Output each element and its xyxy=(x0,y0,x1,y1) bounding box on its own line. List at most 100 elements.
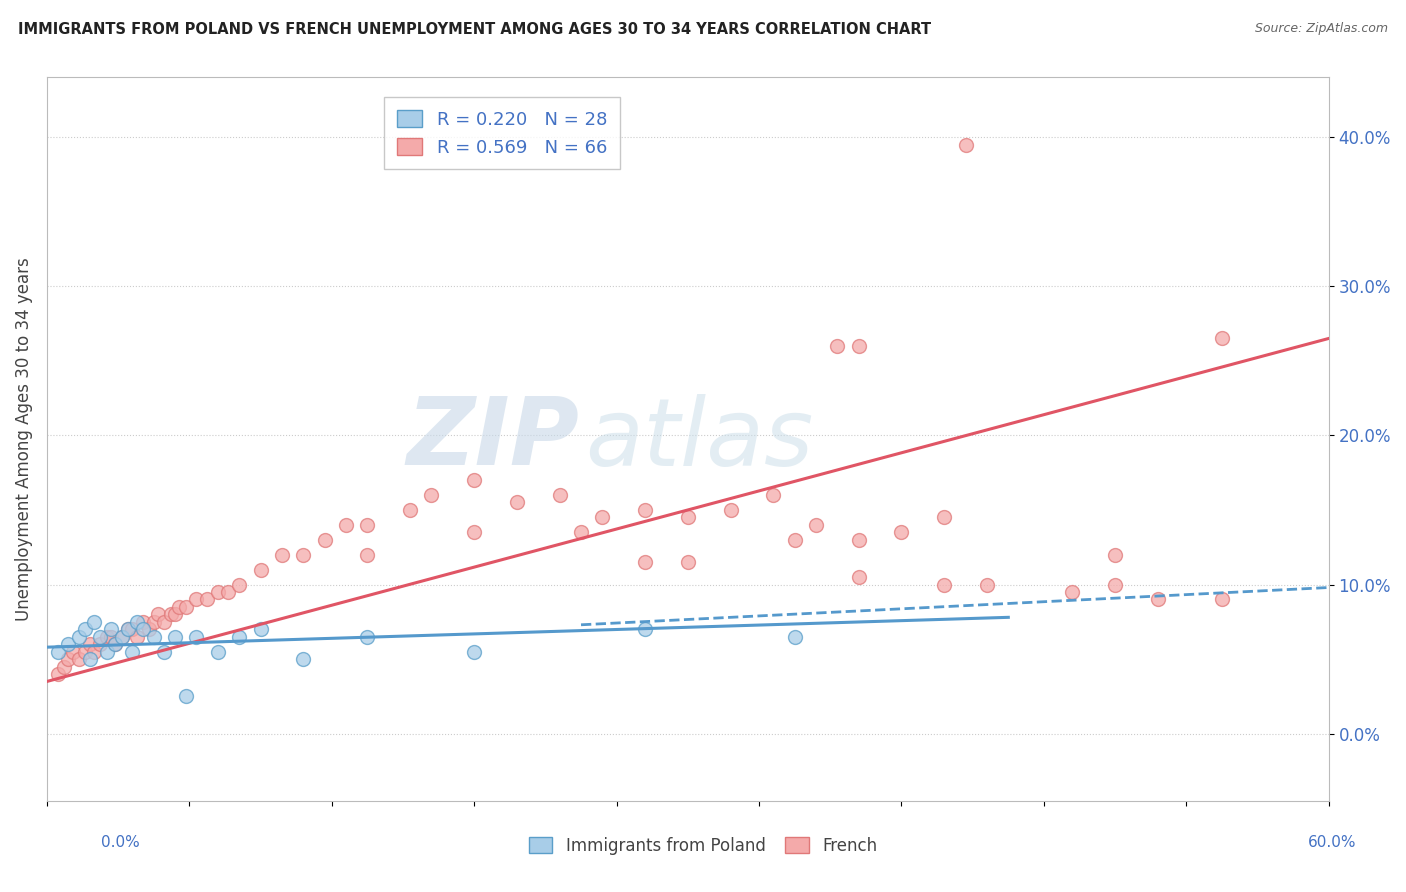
Point xyxy=(100,630,122,644)
Point xyxy=(83,615,105,629)
Point xyxy=(75,622,97,636)
Point xyxy=(142,615,165,629)
Point xyxy=(125,630,148,644)
Point xyxy=(249,563,271,577)
Point xyxy=(634,555,657,569)
Point xyxy=(125,615,148,629)
Text: IMMIGRANTS FROM POLAND VS FRENCH UNEMPLOYMENT AMONG AGES 30 TO 34 YEARS CORRELAT: IMMIGRANTS FROM POLAND VS FRENCH UNEMPLO… xyxy=(18,22,931,37)
Point xyxy=(1147,592,1170,607)
Point xyxy=(62,645,84,659)
Point xyxy=(75,645,97,659)
Y-axis label: Unemployment Among Ages 30 to 34 years: Unemployment Among Ages 30 to 34 years xyxy=(15,257,32,621)
Point xyxy=(186,630,208,644)
Point xyxy=(138,622,160,636)
Point xyxy=(356,517,378,532)
Point xyxy=(249,622,271,636)
Point xyxy=(399,503,422,517)
Point xyxy=(218,585,240,599)
Point xyxy=(762,488,785,502)
Point xyxy=(676,555,699,569)
Text: ZIP: ZIP xyxy=(406,393,579,485)
Point xyxy=(955,137,977,152)
Point xyxy=(934,577,956,591)
Legend: Immigrants from Poland, French: Immigrants from Poland, French xyxy=(522,830,884,862)
Point xyxy=(569,525,592,540)
Point xyxy=(848,533,870,547)
Point xyxy=(117,622,139,636)
Point xyxy=(142,630,165,644)
Point xyxy=(58,637,80,651)
Point xyxy=(827,339,849,353)
Point xyxy=(420,488,443,502)
Point xyxy=(720,503,742,517)
Point xyxy=(634,622,657,636)
Point xyxy=(104,637,127,651)
Point xyxy=(292,652,315,666)
Point xyxy=(46,667,69,681)
Point xyxy=(1104,577,1126,591)
Text: atlas: atlas xyxy=(585,393,814,484)
Point xyxy=(169,599,191,614)
Point xyxy=(132,615,155,629)
Point xyxy=(548,488,571,502)
Point xyxy=(634,503,657,517)
Point xyxy=(104,637,127,651)
Point xyxy=(67,630,90,644)
Point xyxy=(111,630,134,644)
Point xyxy=(228,577,250,591)
Point xyxy=(292,548,315,562)
Point xyxy=(463,473,485,487)
Point xyxy=(848,339,870,353)
Point xyxy=(153,615,176,629)
Point xyxy=(463,645,485,659)
Point xyxy=(506,495,529,509)
Text: 60.0%: 60.0% xyxy=(1309,836,1357,850)
Point xyxy=(121,645,143,659)
Point xyxy=(58,652,80,666)
Point xyxy=(146,607,169,622)
Point xyxy=(934,510,956,524)
Point xyxy=(1062,585,1084,599)
Point xyxy=(174,690,197,704)
Point xyxy=(1211,331,1233,345)
Point xyxy=(121,622,143,636)
Point xyxy=(207,585,229,599)
Point xyxy=(356,630,378,644)
Text: Source: ZipAtlas.com: Source: ZipAtlas.com xyxy=(1254,22,1388,36)
Point xyxy=(591,510,613,524)
Point xyxy=(117,622,139,636)
Point xyxy=(165,607,187,622)
Point xyxy=(804,517,827,532)
Point xyxy=(79,637,101,651)
Point xyxy=(159,607,181,622)
Point xyxy=(335,517,357,532)
Point xyxy=(53,659,76,673)
Point xyxy=(676,510,699,524)
Point xyxy=(270,548,292,562)
Point xyxy=(356,548,378,562)
Legend: R = 0.220   N = 28, R = 0.569   N = 66: R = 0.220 N = 28, R = 0.569 N = 66 xyxy=(384,97,620,169)
Point xyxy=(100,622,122,636)
Point xyxy=(207,645,229,659)
Point xyxy=(195,592,218,607)
Point xyxy=(67,652,90,666)
Point xyxy=(783,533,806,547)
Point xyxy=(96,645,118,659)
Point xyxy=(890,525,912,540)
Point xyxy=(46,645,69,659)
Point xyxy=(463,525,485,540)
Text: 0.0%: 0.0% xyxy=(101,836,141,850)
Point xyxy=(89,630,111,644)
Point xyxy=(89,637,111,651)
Point xyxy=(976,577,998,591)
Point xyxy=(1211,592,1233,607)
Point xyxy=(96,630,118,644)
Point xyxy=(174,599,197,614)
Point xyxy=(132,622,155,636)
Point xyxy=(783,630,806,644)
Point xyxy=(314,533,336,547)
Point xyxy=(153,645,176,659)
Point xyxy=(1104,548,1126,562)
Point xyxy=(186,592,208,607)
Point xyxy=(79,652,101,666)
